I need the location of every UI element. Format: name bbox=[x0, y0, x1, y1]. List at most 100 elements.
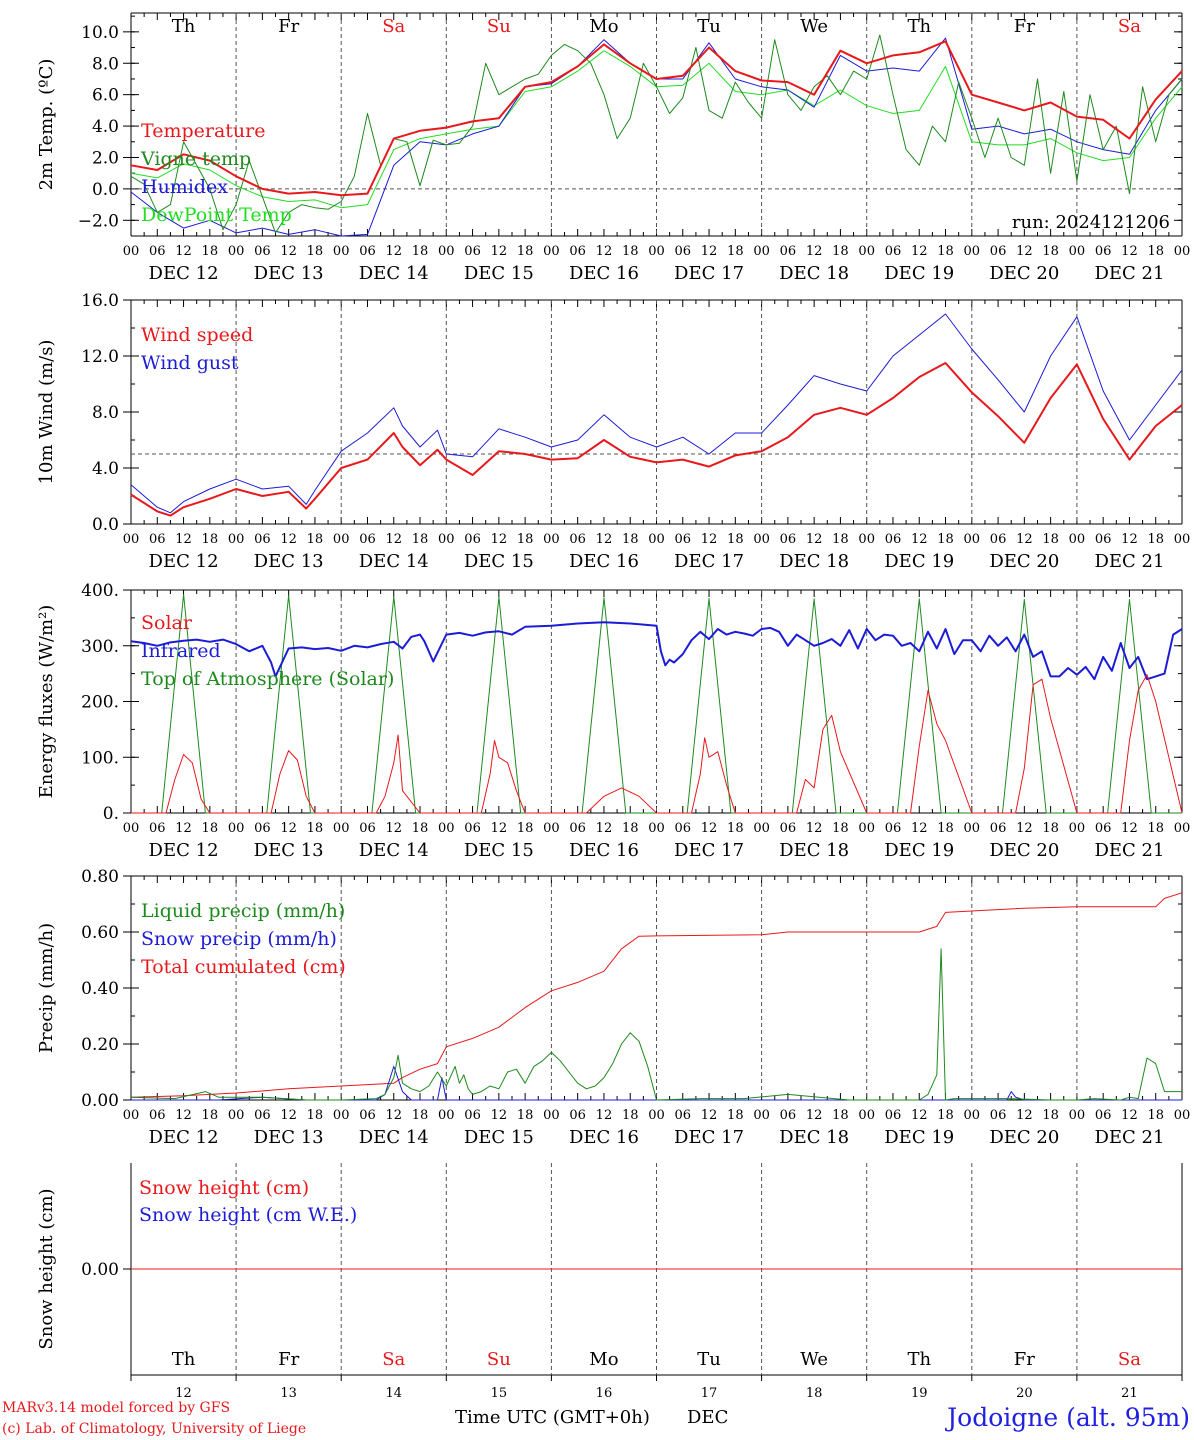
series-line bbox=[130, 948, 1182, 1101]
hour-tick-label: 12 bbox=[806, 532, 823, 547]
hour-tick-label: 12 bbox=[175, 1108, 192, 1123]
hour-tick-label: 06 bbox=[675, 1108, 692, 1123]
hour-tick-label: 12 bbox=[1016, 244, 1033, 259]
weekday-label: We bbox=[800, 16, 828, 37]
hour-tick-label: 18 bbox=[1042, 1108, 1059, 1123]
hour-tick-label: 12 bbox=[1016, 532, 1033, 547]
hour-tick-label: 00 bbox=[858, 244, 875, 259]
labels-layer: 00 06 12 18 DEC 12 00 06 12 18 DEC 13 00 06 12 18 DEC … bbox=[36, 16, 1190, 1401]
hour-tick-label: 18 bbox=[412, 244, 429, 259]
weekday-label: Fr bbox=[1014, 16, 1035, 37]
hour-tick-label: 00 bbox=[543, 244, 560, 259]
series-line bbox=[130, 621, 1183, 681]
date-label: DEC 20 bbox=[989, 1127, 1059, 1148]
date-label: DEC 14 bbox=[359, 263, 429, 284]
hour-tick-label: 00 bbox=[438, 1108, 455, 1123]
hour-tick-label: 12 bbox=[1121, 532, 1138, 547]
hour-tick-label: 18 bbox=[1147, 532, 1164, 547]
hour-tick-label: 18 bbox=[727, 1108, 744, 1123]
hour-tick-label: 06 bbox=[885, 244, 902, 259]
hour-tick-label: 12 bbox=[596, 244, 613, 259]
hour-tick-label: 18 bbox=[832, 532, 849, 547]
hour-tick-label: 18 bbox=[202, 821, 219, 836]
hour-tick-label: 06 bbox=[780, 532, 797, 547]
hour-tick-label: 18 bbox=[832, 1108, 849, 1123]
date-label: DEC 14 bbox=[359, 551, 429, 572]
hour-tick-label: 18 bbox=[202, 532, 219, 547]
hour-tick-label: 06 bbox=[1095, 821, 1112, 836]
hour-tick-label: 12 bbox=[806, 821, 823, 836]
hour-tick-label: 06 bbox=[780, 821, 797, 836]
y-axis-label: Snow height (cm) bbox=[36, 1188, 57, 1349]
hour-tick-label: 18 bbox=[202, 1108, 219, 1123]
date-label: DEC 18 bbox=[779, 840, 849, 861]
hour-tick-label: 18 bbox=[517, 244, 534, 259]
hour-tick-label: 00 bbox=[333, 532, 350, 547]
y-tick-label: 300. bbox=[81, 637, 119, 657]
legend-entry: Solar bbox=[141, 612, 193, 634]
hour-tick-label: 12 bbox=[1016, 821, 1033, 836]
legend-entry: DewPoint Temp bbox=[141, 204, 292, 226]
hour-tick-label: 00 bbox=[1174, 821, 1191, 836]
date-label: DEC 12 bbox=[149, 263, 219, 284]
y-axis-label: Energy fluxes (W/m²) bbox=[36, 605, 57, 799]
weekday-label: Sa bbox=[1118, 1349, 1141, 1370]
legend-entry: Snow height (cm) bbox=[139, 1177, 309, 1199]
date-label: DEC 15 bbox=[464, 1127, 534, 1148]
y-tick-label: 0.40 bbox=[81, 979, 119, 999]
weekday-label: Th bbox=[907, 16, 931, 37]
hour-tick-label: 06 bbox=[464, 532, 481, 547]
y-tick-label: 12.0 bbox=[81, 347, 119, 367]
hour-tick-label: 00 bbox=[123, 1108, 140, 1123]
hour-tick-label: 18 bbox=[832, 244, 849, 259]
date-label: DEC 19 bbox=[884, 551, 954, 572]
date-label: DEC 16 bbox=[569, 551, 639, 572]
hour-tick-label: 06 bbox=[675, 244, 692, 259]
date-label: DEC 20 bbox=[989, 263, 1059, 284]
hour-tick-label: 00 bbox=[858, 532, 875, 547]
y-tick-label: 16.0 bbox=[81, 291, 119, 311]
hour-tick-label: 18 bbox=[307, 821, 324, 836]
hour-tick-label: 06 bbox=[359, 821, 376, 836]
legend-entry: Snow precip (mm/h) bbox=[141, 928, 337, 950]
hour-tick-label: 00 bbox=[858, 1108, 875, 1123]
hour-tick-label: 18 bbox=[622, 532, 639, 547]
hour-tick-label: 06 bbox=[464, 1108, 481, 1123]
hour-tick-label: 12 bbox=[806, 244, 823, 259]
hour-tick-label: 12 bbox=[1121, 244, 1138, 259]
weekday-label: Mo bbox=[589, 1349, 618, 1370]
weekday-label: Mo bbox=[589, 16, 618, 37]
hour-tick-label: 18 bbox=[622, 821, 639, 836]
hour-tick-label: 18 bbox=[517, 532, 534, 547]
date-label: DEC 18 bbox=[779, 551, 849, 572]
hour-tick-label: 18 bbox=[202, 244, 219, 259]
hour-tick-label: 06 bbox=[149, 532, 166, 547]
lab-credit: (c) Lab. of Climatology, University of L… bbox=[2, 1421, 306, 1437]
date-label: DEC 17 bbox=[674, 1127, 744, 1148]
hour-tick-label: 06 bbox=[464, 244, 481, 259]
weekday-label: Tu bbox=[697, 16, 721, 37]
weekday-label: Fr bbox=[1014, 1349, 1035, 1370]
weekday-label: Su bbox=[487, 1349, 511, 1370]
hour-tick-label: 00 bbox=[753, 532, 770, 547]
date-label: DEC 17 bbox=[674, 263, 744, 284]
hour-tick-label: 18 bbox=[727, 821, 744, 836]
hour-tick-label: 06 bbox=[254, 532, 271, 547]
hour-tick-label: 00 bbox=[228, 821, 245, 836]
y-tick-label: 10.0 bbox=[81, 23, 119, 43]
hour-tick-label: 12 bbox=[701, 532, 718, 547]
y-axis-label: 10m Wind (m/s) bbox=[36, 340, 57, 485]
day-number-label: 13 bbox=[280, 1386, 297, 1401]
hour-tick-label: 18 bbox=[1147, 244, 1164, 259]
hour-tick-label: 12 bbox=[701, 1108, 718, 1123]
hour-tick-label: 18 bbox=[937, 821, 954, 836]
legend-entry: Wind speed bbox=[141, 324, 253, 346]
hour-tick-label: 00 bbox=[753, 821, 770, 836]
y-tick-label: 8.0 bbox=[92, 403, 119, 423]
hour-tick-label: 12 bbox=[280, 821, 297, 836]
y-tick-label: 8.0 bbox=[92, 54, 119, 74]
hour-tick-label: 18 bbox=[832, 821, 849, 836]
weekday-label: Tu bbox=[697, 1349, 721, 1370]
hour-tick-label: 18 bbox=[412, 821, 429, 836]
x-axis-month: DEC bbox=[687, 1407, 728, 1428]
